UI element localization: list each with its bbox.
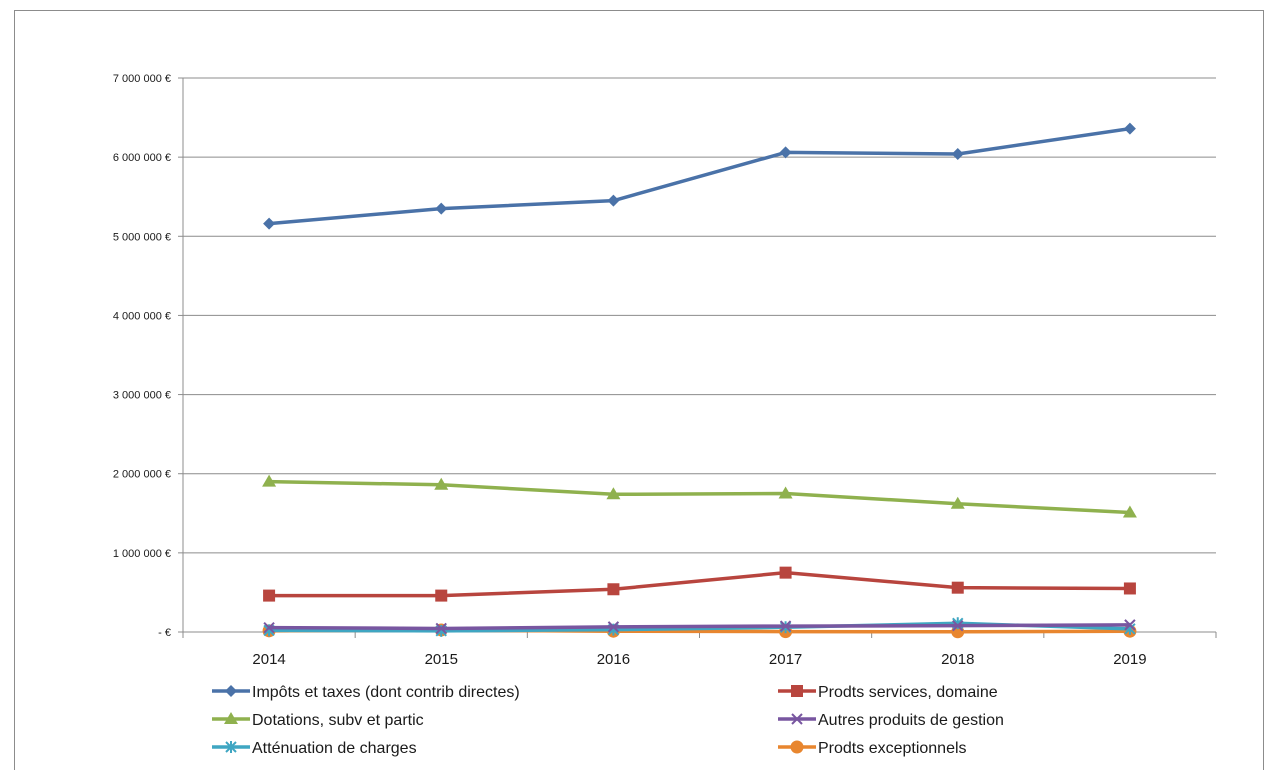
data-point	[607, 194, 620, 207]
x-tick-label: 2017	[769, 651, 802, 668]
series-line	[269, 479, 1131, 515]
data-point	[779, 566, 792, 579]
legend-item[interactable]: Atténuation de charges	[212, 740, 417, 757]
legend-swatch-marker	[790, 740, 804, 754]
series-line	[269, 623, 1130, 631]
series-2	[262, 474, 1137, 518]
data-point	[1124, 619, 1136, 631]
data-point	[1123, 122, 1136, 135]
legend-item[interactable]: Prodts services, domaine	[778, 684, 998, 701]
legend-item[interactable]: Autres produits de gestion	[778, 712, 1004, 729]
series-1	[263, 566, 1136, 602]
legend-item[interactable]: Impôts et taxes (dont contrib directes)	[212, 684, 520, 701]
data-point	[1122, 505, 1137, 518]
y-tick-label: 3 000 000 €	[113, 390, 171, 402]
y-tick-label: - €	[158, 627, 171, 639]
data-point	[607, 621, 620, 633]
legend-swatch-marker	[224, 712, 238, 724]
legend-item[interactable]: Dotations, subv et partic	[212, 712, 424, 729]
x-tick-label: 2018	[941, 651, 974, 668]
legend-swatch-marker	[225, 741, 237, 753]
legend-swatch-marker	[225, 685, 237, 697]
data-point	[263, 217, 276, 230]
y-tick-label: 1 000 000 €	[113, 548, 171, 560]
series-0	[263, 122, 1136, 230]
series-layer	[262, 122, 1137, 639]
data-point	[779, 620, 792, 632]
x-tick-label: 2019	[1113, 651, 1146, 668]
data-point	[263, 621, 275, 634]
legend-label: Prodts exceptionnels	[818, 740, 967, 757]
axes	[182, 78, 1216, 633]
series-line	[269, 570, 1130, 598]
series-3	[263, 619, 1136, 635]
y-tick-label: 6 000 000 €	[113, 152, 171, 164]
legend-label: Autres produits de gestion	[818, 712, 1004, 729]
data-point	[950, 496, 965, 509]
data-point	[435, 589, 448, 602]
legend-item[interactable]: Prodts exceptionnels	[778, 740, 967, 757]
legend[interactable]: Impôts et taxes (dont contrib directes) P…	[212, 684, 1004, 757]
legend-label: Dotations, subv et partic	[252, 712, 424, 729]
data-point	[779, 146, 792, 159]
x-axis-ticks: 2014 2015 2016 2017 2018 2019	[182, 632, 1217, 668]
chart-frame	[14, 10, 1264, 770]
data-point	[951, 147, 964, 160]
x-tick-label: 2014	[252, 651, 285, 668]
legend-swatch-marker	[791, 685, 803, 697]
data-point	[434, 477, 449, 490]
y-tick-label: 4 000 000 €	[113, 310, 171, 322]
x-tick-label: 2016	[597, 651, 630, 668]
legend-label: Impôts et taxes (dont contrib directes)	[252, 684, 520, 701]
y-tick-label: 2 000 000 €	[113, 469, 171, 481]
data-point	[607, 583, 620, 596]
data-point	[951, 581, 964, 594]
data-point	[1123, 582, 1136, 595]
legend-label: Prodts services, domaine	[818, 684, 998, 701]
data-point	[778, 486, 793, 499]
data-point	[606, 487, 621, 500]
data-point	[262, 474, 277, 487]
y-tick-label: 5 000 000 €	[113, 231, 171, 243]
data-point	[952, 619, 964, 632]
data-point	[435, 202, 448, 215]
x-tick-label: 2015	[425, 651, 458, 668]
gridlines	[183, 77, 1216, 554]
legend-label: Atténuation de charges	[252, 740, 417, 757]
data-point	[263, 589, 276, 602]
series-line	[268, 126, 1131, 226]
data-point	[435, 622, 447, 635]
y-tick-label: 7 000 000 €	[113, 73, 171, 85]
y-axis-ticks: - € 1 000 000 € 2 000 000 € 3 000 000 € 4 00…	[113, 73, 183, 639]
legend-swatch-marker	[791, 713, 803, 725]
